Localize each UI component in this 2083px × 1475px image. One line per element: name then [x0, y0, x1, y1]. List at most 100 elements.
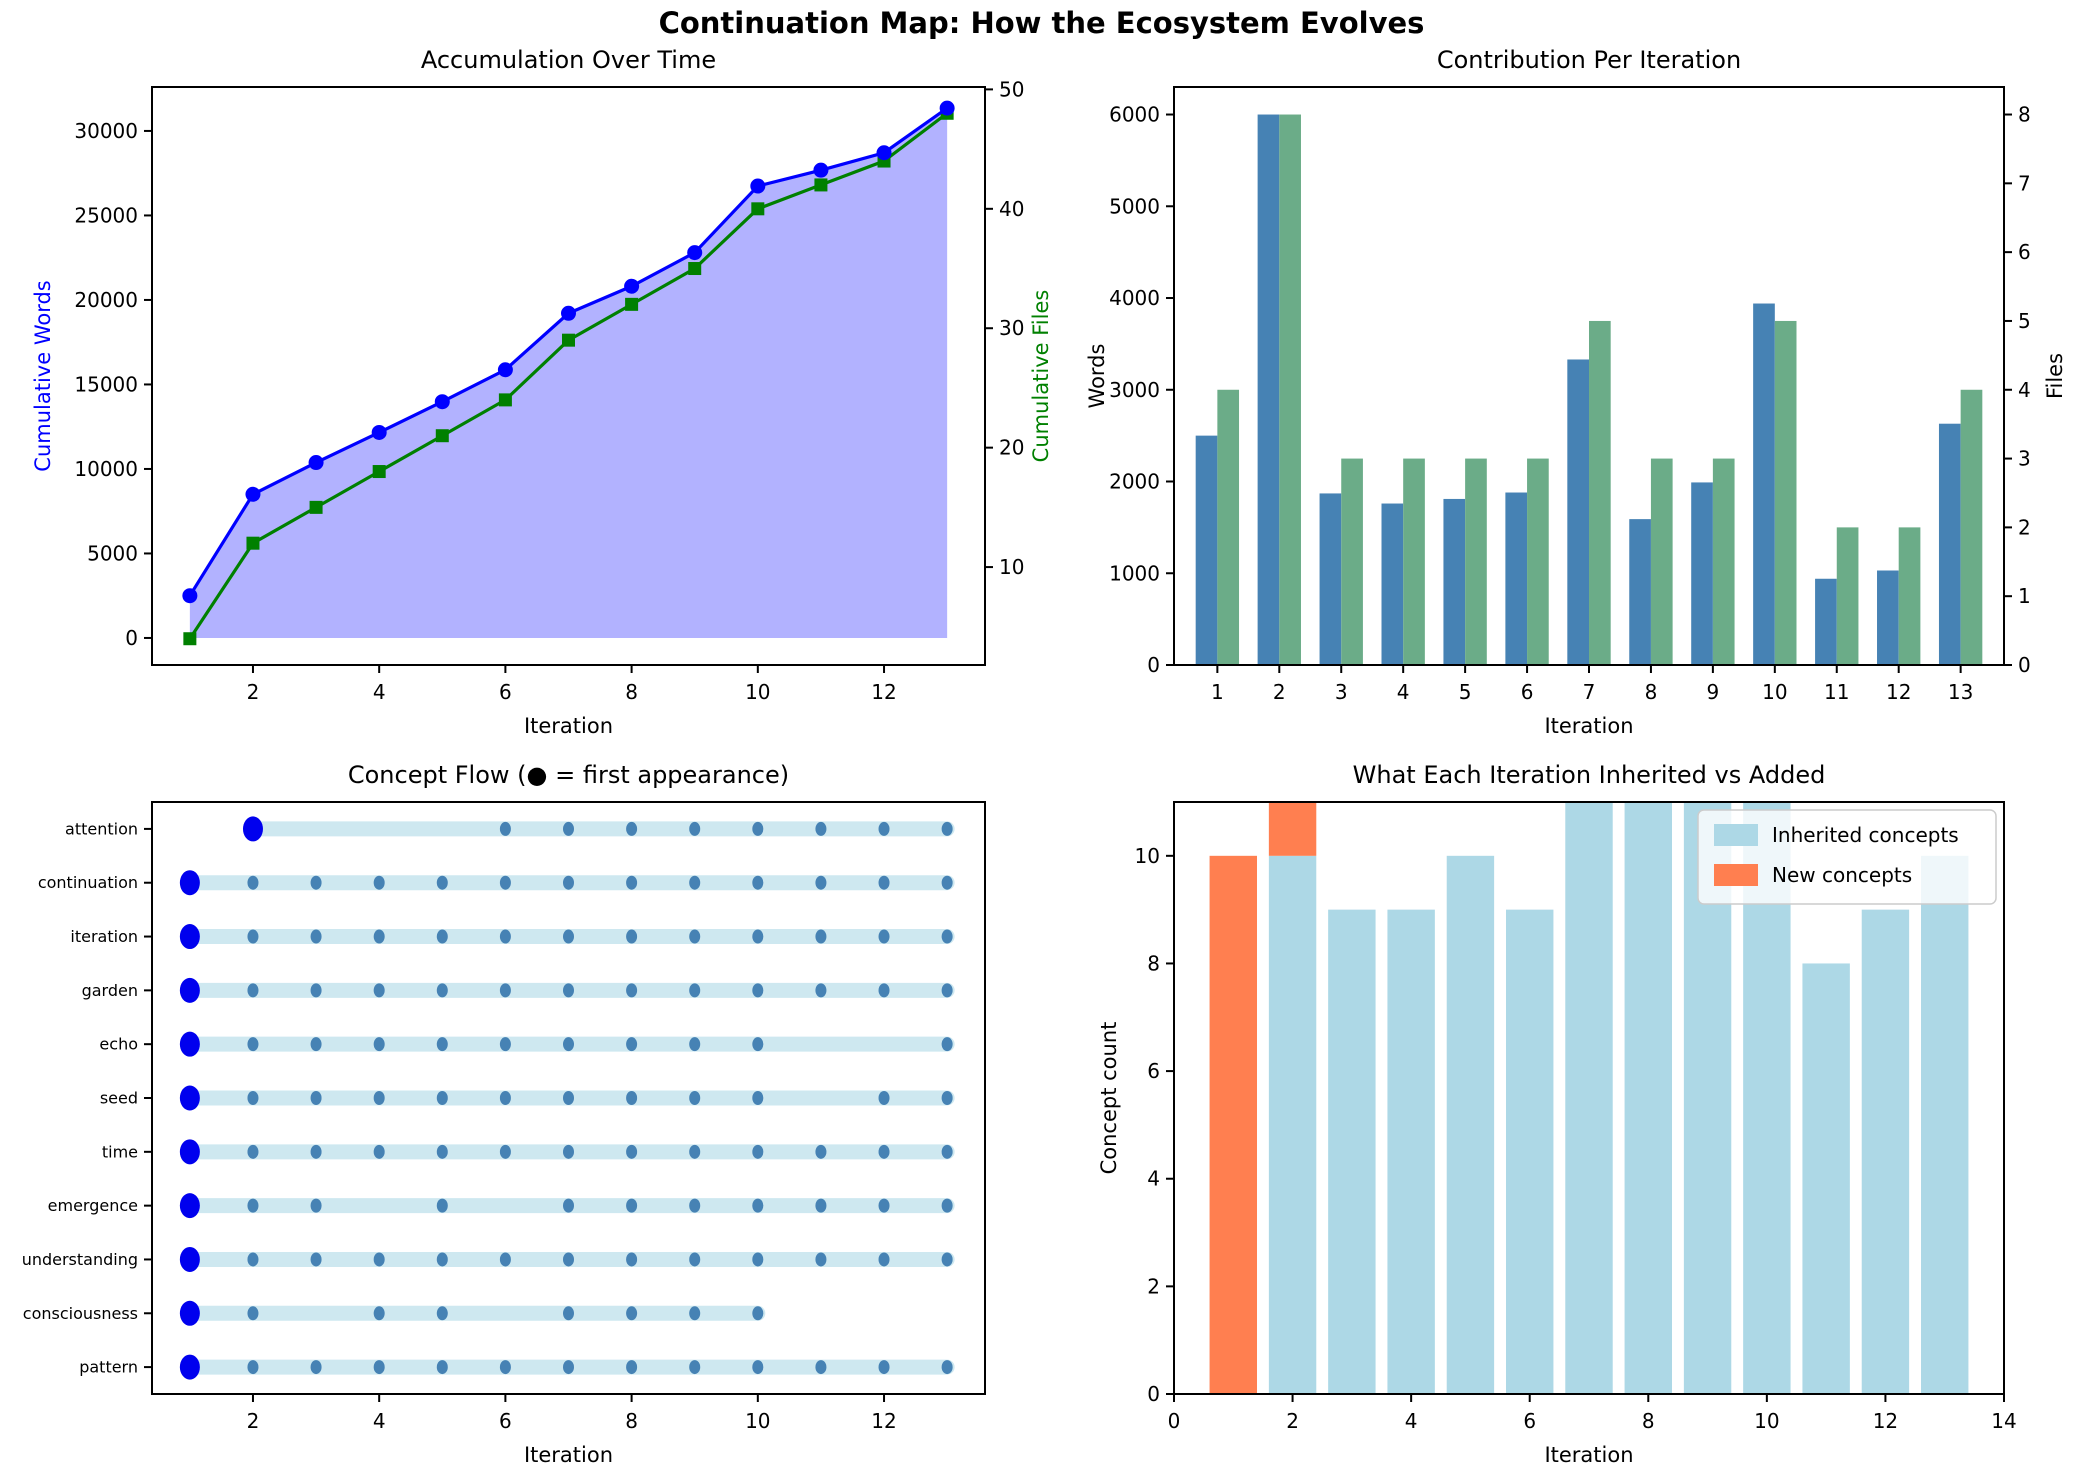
dot-emergence-10 — [752, 1198, 764, 1213]
y-tick-label: 0 — [1147, 653, 1160, 677]
axes-frame — [1173, 801, 2005, 1395]
y-tick-label: 30000 — [74, 119, 138, 143]
dot-attention-8 — [626, 821, 638, 836]
bar-files-8 — [1650, 458, 1673, 665]
y-tick-label: 0 — [125, 626, 138, 650]
x-tick-label: 14 — [1991, 1409, 2016, 1433]
files-marker — [372, 465, 386, 479]
dot-iteration-10 — [752, 929, 764, 944]
dot-emergence-7 — [563, 1198, 574, 1213]
first-dot-pattern — [179, 1354, 200, 1380]
dot-consciousness-2 — [247, 1306, 259, 1321]
bar-files-6 — [1527, 458, 1549, 665]
dot-understanding-6 — [499, 1252, 511, 1267]
bar-words-4 — [1381, 503, 1404, 665]
first-dot-iteration — [179, 924, 200, 950]
dot-time-3 — [310, 1144, 322, 1159]
x-tick-label: 2 — [1273, 680, 1286, 704]
dot-echo-4 — [373, 1037, 385, 1052]
words-area — [189, 108, 948, 638]
dot-time-12 — [878, 1144, 890, 1159]
dot-garden-3 — [310, 983, 322, 998]
dot-time-4 — [373, 1144, 385, 1159]
words-marker — [182, 588, 198, 604]
dot-emergence-3 — [310, 1198, 322, 1213]
dot-iteration-5 — [436, 929, 448, 944]
dot-seed-2 — [247, 1091, 259, 1105]
dot-attention-11 — [815, 821, 827, 836]
bar-files-12 — [1898, 527, 1921, 665]
dot-seed-6 — [499, 1091, 511, 1105]
first-dot-understanding — [179, 1246, 200, 1272]
dot-emergence-8 — [626, 1198, 638, 1213]
words-marker — [497, 362, 513, 378]
dot-emergence-5 — [436, 1198, 448, 1213]
y-tick-label: 5000 — [87, 541, 138, 565]
dot-consciousness-5 — [436, 1306, 448, 1321]
dot-iteration-3 — [310, 929, 322, 944]
y-tick-label: 4000 — [1109, 286, 1160, 310]
y-tick-label: 10 — [999, 555, 1024, 579]
first-dot-consciousness — [179, 1300, 200, 1326]
dot-emergence-13 — [941, 1198, 953, 1213]
words-marker — [813, 162, 829, 178]
bar-words-2 — [1257, 114, 1280, 666]
bar-words-8 — [1629, 519, 1651, 665]
dot-pattern-2 — [247, 1360, 259, 1375]
dot-pattern-11 — [815, 1360, 827, 1375]
x-tick-label: 12 — [871, 680, 896, 704]
dot-continuation-10 — [752, 875, 764, 890]
dot-iteration-12 — [878, 929, 890, 944]
dot-pattern-7 — [563, 1360, 574, 1375]
concept-label: seed — [100, 1089, 138, 1108]
dot-time-13 — [941, 1144, 953, 1159]
dot-garden-5 — [436, 983, 448, 998]
dot-iteration-13 — [941, 929, 953, 944]
dot-understanding-11 — [815, 1252, 827, 1267]
dot-understanding-12 — [878, 1252, 890, 1267]
files-marker — [435, 429, 449, 443]
first-dot-garden — [179, 977, 200, 1003]
y-tick-label: 3000 — [1109, 378, 1160, 402]
dot-emergence-12 — [878, 1198, 890, 1213]
bar-inherited-2 — [1268, 855, 1317, 1394]
dot-continuation-2 — [247, 875, 259, 890]
dot-time-8 — [626, 1144, 638, 1159]
dot-time-9 — [689, 1144, 701, 1159]
dot-echo-2 — [247, 1037, 259, 1052]
subplot-title: Concept Flow (● = first appearance) — [348, 761, 789, 789]
words-marker — [939, 100, 955, 116]
bar-inherited-8 — [1624, 802, 1672, 1394]
y-axis-label: Concept count — [1097, 1022, 1121, 1175]
bar-words-1 — [1195, 435, 1218, 665]
bar-words-7 — [1567, 359, 1589, 665]
dot-garden-13 — [941, 983, 953, 998]
dot-garden-7 — [563, 983, 574, 998]
dot-seed-5 — [436, 1091, 448, 1105]
dot-seed-9 — [689, 1091, 701, 1105]
y-tick-label: 40 — [999, 197, 1024, 221]
first-dot-seed — [179, 1085, 200, 1111]
x-tick-label: 10 — [745, 1409, 770, 1433]
y-tick-label: 25000 — [74, 203, 138, 227]
x-tick-label: 10 — [745, 680, 770, 704]
bar-inherited-6 — [1506, 909, 1554, 1394]
axes-frame — [151, 801, 986, 1395]
bar-files-9 — [1712, 458, 1735, 665]
x-tick-label: 4 — [1405, 1409, 1418, 1433]
chart-inherited-added: Inherited concepts New concepts 0 2 4 6 8 10 12 1… — [1097, 761, 2017, 1467]
dot-understanding-9 — [689, 1252, 701, 1267]
x-tick-label: 6 — [1521, 680, 1534, 704]
bar-words-10 — [1753, 303, 1775, 665]
dot-understanding-10 — [752, 1252, 764, 1267]
dot-understanding-8 — [626, 1252, 638, 1267]
bar-words-6 — [1505, 492, 1528, 665]
words-marker — [561, 305, 576, 321]
concept-label: continuation — [38, 873, 138, 892]
y-tick-label: 2000 — [1109, 470, 1160, 494]
x-tick-label: 8 — [1642, 1409, 1655, 1433]
dot-pattern-6 — [499, 1360, 511, 1375]
y-tick-label: 6 — [2018, 240, 2031, 264]
dot-seed-7 — [563, 1091, 574, 1105]
dot-continuation-6 — [499, 875, 511, 890]
